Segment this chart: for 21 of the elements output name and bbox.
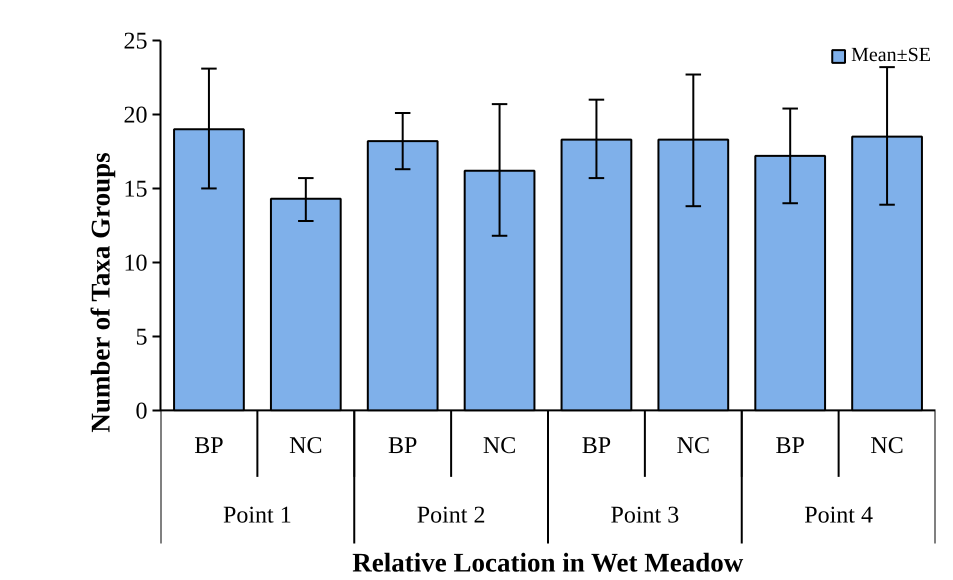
x-tick-label: BP <box>194 432 224 459</box>
text: Point 1 <box>223 502 292 528</box>
y-tick-label: 25 <box>124 28 148 54</box>
x-tick-label: NC <box>676 432 710 459</box>
y-tick-label: 10 <box>124 250 148 276</box>
y-tick-label: 20 <box>124 102 148 128</box>
x-tick-label: NC <box>482 432 516 459</box>
x-tick-label: NC <box>289 432 322 459</box>
y-tick-label: 5 <box>136 324 148 350</box>
x-tick-label: BP <box>776 432 805 459</box>
x-axis-title: Relative Location in Wet Meadow <box>352 548 744 578</box>
text: Point 2 <box>416 502 486 528</box>
y-axis-title: Number of Taxa Groups <box>86 152 116 433</box>
x-tick-label: NC <box>870 432 904 459</box>
text: Point 4 <box>804 502 873 528</box>
text: Point 3 <box>610 502 680 528</box>
y-tick-label: 15 <box>124 176 148 202</box>
legend-label: Mean±SE <box>851 44 931 67</box>
x-tick-label: BP <box>582 432 612 459</box>
x-tick-label: BP <box>388 432 418 459</box>
y-tick-label: 0 <box>136 398 148 424</box>
